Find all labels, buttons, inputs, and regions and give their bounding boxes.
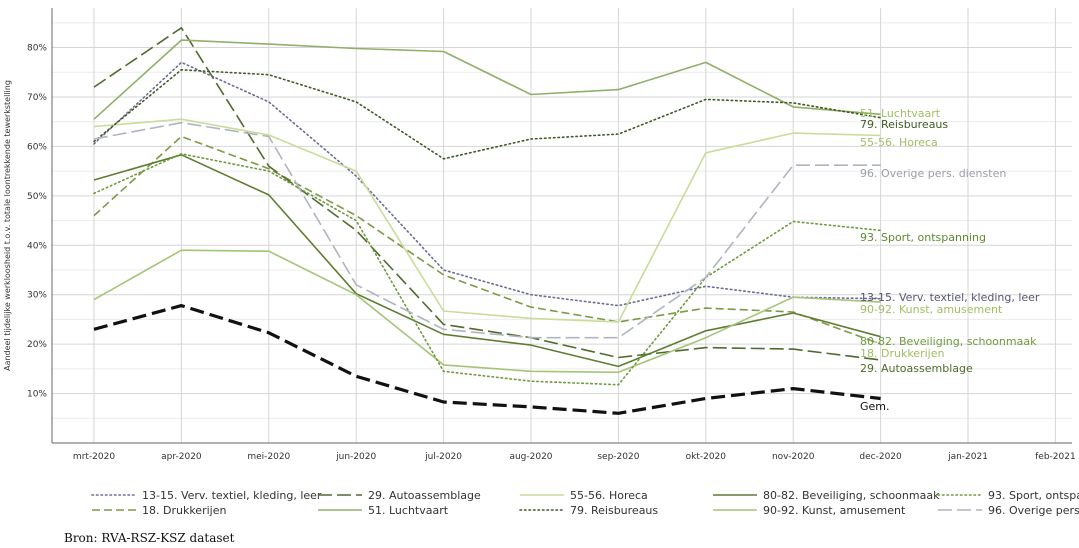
legend-label: 51. Luchtvaart <box>368 504 449 517</box>
series-end-label: 18. Drukkerijen <box>860 347 944 360</box>
y-tick-label: 20% <box>27 340 47 350</box>
series-line <box>93 118 881 323</box>
x-tick-label: apr-2020 <box>161 452 202 462</box>
x-tick-label: nov-2020 <box>772 452 815 462</box>
series-end-label: 79. Reisbureaus <box>860 118 948 131</box>
series-line <box>93 135 881 345</box>
y-tick-label: 70% <box>27 93 47 103</box>
y-tick-label: 30% <box>27 291 47 301</box>
legend-label: 18. Drukkerijen <box>142 504 226 517</box>
legend-label: 55-56. Horeca <box>570 489 648 502</box>
x-tick-label: sep-2020 <box>597 452 639 462</box>
legend-label: 96. Overige pers. diensten <box>988 504 1079 517</box>
legend-label: 80-82. Beveiliging, schoonmaak <box>763 489 940 502</box>
x-tick-label: jul-2020 <box>424 452 462 462</box>
legend: 13-15. Verv. textiel, kleding, leer 29. A… <box>91 489 1079 517</box>
series-end-label: 29. Autoassemblage <box>860 362 973 375</box>
series-end-label: 93. Sport, ontspanning <box>860 231 986 244</box>
y-tick-label: 50% <box>27 192 47 202</box>
series-line <box>93 69 882 160</box>
x-tick-label: dec-2020 <box>859 452 902 462</box>
series-end-label: 90-92. Kunst, amusement <box>860 303 1003 316</box>
series-end-label: 13-15. Verv. textiel, kleding, leer <box>860 291 1040 304</box>
source-note: Bron: RVA-RSZ-KSZ dataset <box>64 531 235 545</box>
x-tick-label: mrt-2020 <box>73 452 115 462</box>
series-end-label: Gem. <box>860 400 890 413</box>
legend-label: 93. Sport, ontspanning <box>988 489 1079 502</box>
series-end-label: 55-56. Horeca <box>860 136 938 149</box>
x-tick-label: jun-2020 <box>335 452 376 462</box>
legend-label: 90-92. Kunst, amusement <box>763 504 906 517</box>
y-tick-label: 10% <box>27 390 47 400</box>
x-tick-label: aug-2020 <box>509 452 552 462</box>
series-line <box>93 61 882 307</box>
x-tick-label: okt-2020 <box>686 452 727 462</box>
series-line <box>93 27 881 361</box>
legend-label: 29. Autoassemblage <box>368 489 481 502</box>
y-tick-label: 60% <box>27 142 47 152</box>
series-end-labels: 13-15. Verv. textiel, kleding, leer 18. D… <box>860 107 1040 413</box>
x-tick-label: feb-2021 <box>1035 452 1076 462</box>
legend-label: 13-15. Verv. textiel, kleding, leer <box>142 489 322 502</box>
x-tick-label: jan-2021 <box>947 452 988 462</box>
axes: 10% 20% 30% 40% 50% 60% 70% 80% mrt-2020 apr-2020… <box>3 8 1076 462</box>
series-end-label: 96. Overige pers. diensten <box>860 167 1006 180</box>
series-line <box>93 154 881 368</box>
series-end-label: 51. Luchtvaart <box>860 107 941 120</box>
series-lines <box>93 27 882 415</box>
series-line <box>93 39 881 120</box>
series-line <box>93 153 882 386</box>
y-tick-label: 40% <box>27 241 47 251</box>
series-line <box>93 304 881 415</box>
y-tick-label: 80% <box>27 44 47 54</box>
legend-label: 79. Reisbureaus <box>570 504 658 517</box>
series-line <box>93 121 881 339</box>
series-line <box>93 249 881 374</box>
series-end-label: 80-82. Beveiliging, schoonmaak <box>860 335 1037 348</box>
y-axis-title: Aandeel tijdelijke werkloosheid t.o.v. t… <box>3 80 12 371</box>
x-tick-label: mei-2020 <box>247 452 290 462</box>
